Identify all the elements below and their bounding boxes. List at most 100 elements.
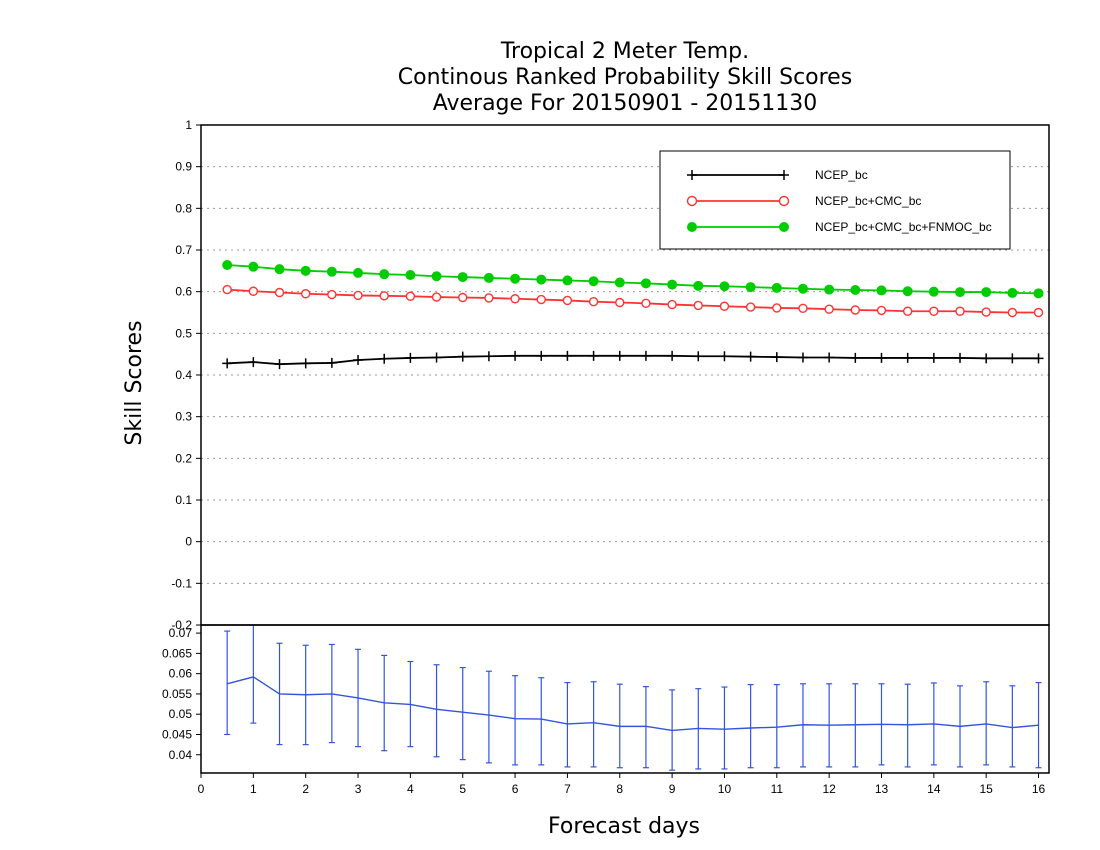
series-line-0 bbox=[227, 354, 1039, 366]
y-tick-label: 0.5 bbox=[175, 326, 192, 340]
spread-series bbox=[224, 625, 1042, 771]
y-tick-label: 0.2 bbox=[175, 451, 192, 465]
data-point bbox=[1033, 353, 1044, 364]
data-point bbox=[928, 286, 939, 297]
data-point bbox=[353, 355, 364, 365]
data-point bbox=[667, 350, 678, 361]
data-point bbox=[693, 300, 703, 311]
y2-tick-label: 0.05 bbox=[169, 707, 193, 721]
data-point bbox=[902, 306, 913, 316]
data-point bbox=[484, 293, 494, 303]
y-tick-label: 1 bbox=[185, 118, 192, 132]
data-point bbox=[353, 290, 363, 301]
y2-tick-label: 0.06 bbox=[169, 667, 193, 681]
data-point bbox=[902, 352, 913, 363]
data-point bbox=[928, 352, 939, 363]
x-tick-label: 4 bbox=[407, 782, 414, 796]
data-point bbox=[274, 287, 285, 298]
legend-marker bbox=[686, 195, 698, 207]
data-point bbox=[1007, 353, 1018, 364]
y2-tick-label: 0.055 bbox=[162, 687, 192, 701]
y-tick-label: 0.7 bbox=[175, 243, 192, 257]
data-point bbox=[405, 291, 416, 301]
data-point bbox=[248, 357, 259, 368]
x-tick-label: 15 bbox=[980, 782, 994, 796]
x-tick-label: 6 bbox=[512, 782, 519, 796]
data-point bbox=[614, 277, 625, 288]
data-point bbox=[222, 260, 233, 270]
legend: NCEP_bc NCEP_bc+CMC_bc NCEP_bc+CMC_bc+FNMO… bbox=[659, 150, 1011, 250]
data-point bbox=[379, 291, 389, 301]
data-point bbox=[824, 352, 835, 363]
y-tick-label: 0.6 bbox=[175, 285, 192, 299]
data-point bbox=[431, 292, 442, 302]
y-axis-label: Skill Scores bbox=[122, 320, 147, 445]
y-tick-label: 0.4 bbox=[175, 368, 192, 382]
x-tick-label: 7 bbox=[564, 782, 571, 796]
series-line-2 bbox=[227, 264, 1039, 295]
x-tick-label: 16 bbox=[1032, 782, 1046, 796]
data-point bbox=[510, 350, 521, 361]
x-tick-label: 12 bbox=[822, 782, 836, 796]
x-tick-label: 11 bbox=[771, 782, 784, 796]
data-point bbox=[771, 352, 782, 363]
y-tick-label: 0 bbox=[185, 535, 192, 549]
data-point bbox=[536, 274, 547, 285]
legend-marker bbox=[779, 222, 789, 232]
chart-title-line1: Tropical 2 Meter Temp. bbox=[500, 39, 749, 64]
data-point bbox=[405, 270, 416, 280]
y-tick-label: 0.1 bbox=[175, 493, 192, 507]
x-tick-label: 3 bbox=[355, 782, 362, 796]
data-point bbox=[274, 264, 285, 275]
data-point bbox=[326, 357, 337, 368]
data-point bbox=[719, 281, 730, 292]
data-point bbox=[902, 286, 913, 297]
data-point bbox=[824, 304, 834, 314]
y2-tick-label: 0.04 bbox=[169, 748, 193, 762]
data-point bbox=[588, 296, 599, 307]
data-point bbox=[955, 352, 966, 363]
data-point bbox=[719, 351, 730, 362]
data-point bbox=[641, 298, 651, 309]
data-point bbox=[327, 289, 337, 300]
data-point bbox=[667, 279, 678, 290]
data-point bbox=[640, 278, 651, 289]
data-point bbox=[536, 350, 547, 361]
data-point bbox=[850, 285, 861, 295]
data-point bbox=[955, 287, 966, 298]
data-point bbox=[640, 350, 651, 361]
y-tick-label: 0.3 bbox=[175, 410, 192, 424]
x-tick-label: 2 bbox=[302, 782, 309, 796]
x-tick-label: 10 bbox=[718, 782, 732, 796]
data-point bbox=[1007, 287, 1018, 298]
data-point bbox=[379, 269, 390, 280]
data-point bbox=[850, 305, 861, 315]
data-point bbox=[876, 305, 887, 316]
data-point bbox=[274, 359, 285, 370]
data-point bbox=[510, 273, 521, 284]
data-point bbox=[797, 352, 808, 363]
series-line-1 bbox=[227, 288, 1039, 314]
data-point bbox=[222, 284, 232, 295]
data-point bbox=[1033, 288, 1044, 299]
data-point bbox=[248, 261, 259, 272]
x-tick-label: 13 bbox=[875, 782, 889, 796]
data-point bbox=[876, 285, 887, 296]
legend-box bbox=[659, 150, 1011, 250]
data-point bbox=[929, 306, 939, 316]
y2-tick-label: 0.065 bbox=[162, 646, 192, 660]
data-point bbox=[824, 284, 835, 295]
data-point bbox=[300, 358, 311, 369]
y-tick-label: 0.8 bbox=[175, 201, 192, 215]
data-point bbox=[248, 286, 259, 296]
data-point bbox=[483, 272, 494, 283]
data-point bbox=[300, 289, 311, 299]
data-point bbox=[771, 282, 782, 293]
legend-marker bbox=[687, 170, 697, 180]
data-point bbox=[981, 353, 992, 364]
legend-marker bbox=[778, 195, 790, 207]
data-point bbox=[562, 350, 573, 361]
legend-marker bbox=[687, 222, 697, 232]
data-point bbox=[431, 352, 442, 363]
